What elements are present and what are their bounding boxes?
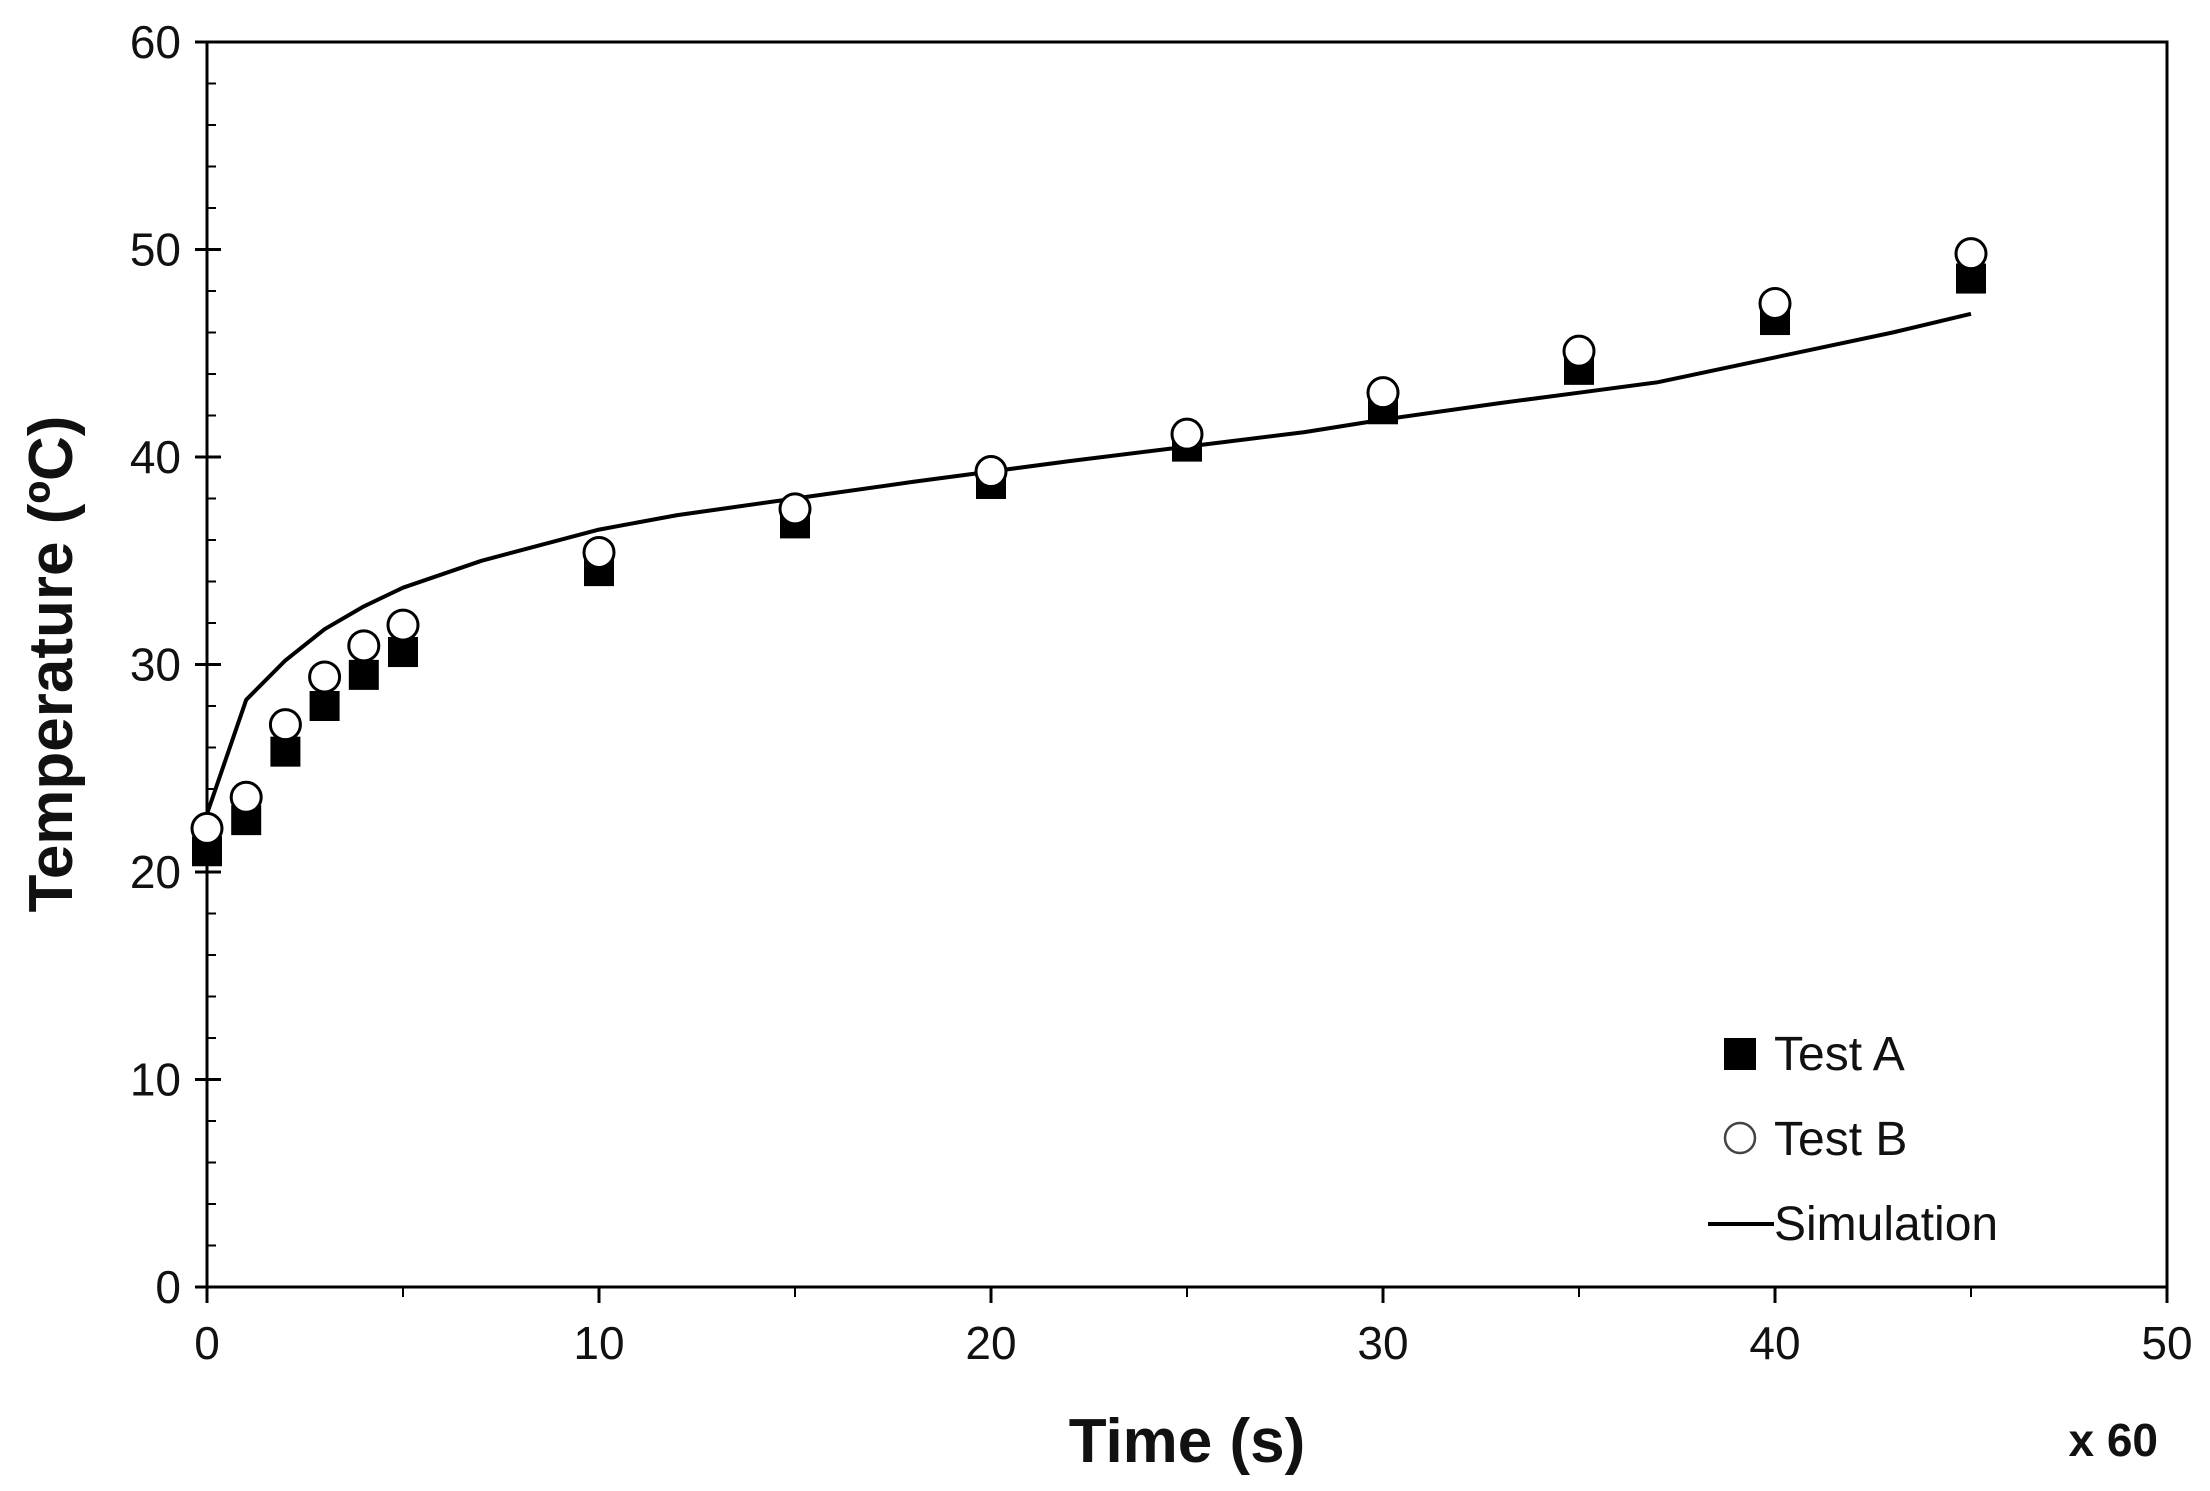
x-tick-label: 30 bbox=[1357, 1317, 1408, 1369]
x-tick-label: 50 bbox=[2141, 1317, 2192, 1369]
legend-label-simulation: Simulation bbox=[1774, 1198, 1998, 1251]
y-minor-ticks bbox=[207, 82, 216, 1247]
y-tick-label: 50 bbox=[130, 224, 181, 276]
test-b-point bbox=[268, 708, 302, 742]
test-b-point bbox=[190, 811, 224, 845]
x-tick-label: 20 bbox=[965, 1317, 1016, 1369]
test-b-point bbox=[974, 455, 1008, 489]
test-b-point bbox=[778, 492, 812, 526]
test-a-point bbox=[348, 659, 379, 690]
y-tick-label: 30 bbox=[130, 639, 181, 691]
legend-swatch-test-b bbox=[1723, 1121, 1757, 1155]
y-tick-label: 10 bbox=[130, 1054, 181, 1106]
test-b-point bbox=[1366, 376, 1400, 410]
y-tick-label: 40 bbox=[130, 431, 181, 483]
x-axis-multiplier: x 60 bbox=[2068, 1414, 2158, 1466]
test-b-point bbox=[582, 535, 616, 569]
test-b-point bbox=[1758, 286, 1792, 320]
test-b-point bbox=[1954, 237, 1988, 271]
plot-frame bbox=[205, 40, 2169, 1289]
simulation-line-layer bbox=[205, 311, 1972, 815]
test-b-point bbox=[347, 629, 381, 663]
y-tick-label: 0 bbox=[155, 1261, 181, 1313]
x-tick-label: 0 bbox=[194, 1317, 220, 1369]
legend-swatch-test-a bbox=[1724, 1038, 1756, 1070]
test-b-point bbox=[386, 608, 420, 642]
legend-label-test-b: Test B bbox=[1774, 1113, 1907, 1166]
x-ticks: 0 10 20 30 40 50 bbox=[194, 1287, 2193, 1369]
x-axis-title: Time (s) bbox=[1069, 1407, 1306, 1476]
simulation-line bbox=[205, 311, 1972, 815]
test-a-point bbox=[270, 736, 301, 767]
test-b-point bbox=[1562, 334, 1596, 368]
test-b-point bbox=[1170, 417, 1204, 451]
legend: Test A Test B Simulation bbox=[1708, 1028, 1998, 1251]
x-tick-label: 10 bbox=[573, 1317, 624, 1369]
legend-label-test-a: Test A bbox=[1774, 1028, 1905, 1081]
test-b-point bbox=[308, 660, 342, 694]
y-tick-label: 20 bbox=[130, 846, 181, 898]
y-major-ticks: 0 10 20 30 40 50 60 bbox=[130, 16, 221, 1313]
test-b-point bbox=[229, 780, 263, 814]
x-tick-label: 40 bbox=[1749, 1317, 1800, 1369]
test-a-markers bbox=[192, 263, 1986, 867]
test-b-markers bbox=[190, 237, 1988, 845]
test-a-point bbox=[309, 691, 340, 721]
y-axis-title: Temperature (ºC) bbox=[17, 416, 86, 913]
test-a-point bbox=[388, 637, 418, 668]
y-tick-label: 60 bbox=[130, 16, 181, 68]
